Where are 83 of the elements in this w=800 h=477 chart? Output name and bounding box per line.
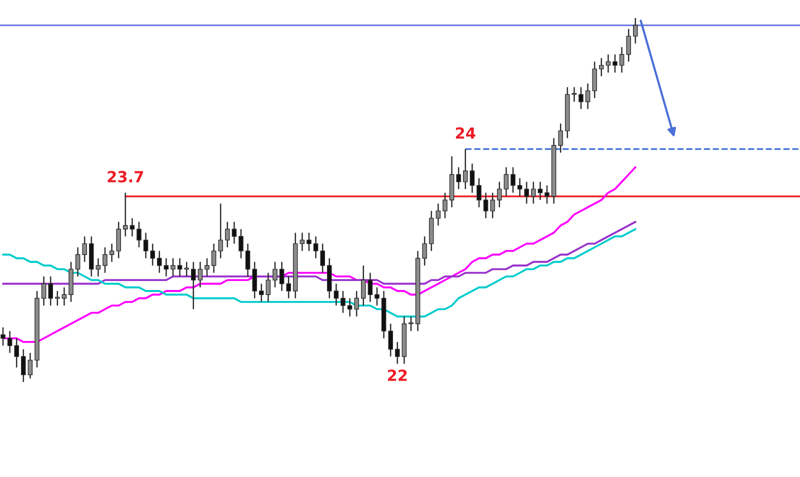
candlestick xyxy=(531,181,536,204)
candlestick xyxy=(164,258,169,278)
candlestick xyxy=(102,246,108,274)
candlestick xyxy=(374,286,380,306)
candlestick xyxy=(347,298,352,318)
candlestick xyxy=(354,290,359,318)
candlestick xyxy=(116,221,121,259)
candlestick xyxy=(259,283,264,303)
candlestick xyxy=(28,352,33,379)
candlestick xyxy=(510,166,516,194)
candlestick xyxy=(340,290,346,314)
candlestick xyxy=(572,86,577,102)
candlestick xyxy=(612,54,618,74)
candlestick xyxy=(82,236,87,263)
candlestick xyxy=(626,28,631,62)
candlestick xyxy=(483,192,488,219)
candlestick xyxy=(136,221,142,248)
annotation: 23.7 xyxy=(108,170,144,182)
candlestick xyxy=(157,250,162,274)
candlestick xyxy=(123,192,128,238)
candlestick xyxy=(7,330,12,354)
candlestick xyxy=(96,258,101,278)
candlestick xyxy=(619,46,624,74)
candlestick xyxy=(361,264,366,306)
candlestick xyxy=(191,261,196,310)
candlestick xyxy=(184,261,189,278)
candlestick xyxy=(463,148,468,190)
candlestick xyxy=(170,258,176,278)
candlestick xyxy=(150,243,155,266)
candlestick xyxy=(476,178,482,208)
candlestick xyxy=(272,261,278,288)
candlestick xyxy=(266,272,271,303)
candlestick xyxy=(470,162,475,194)
candlestick xyxy=(592,61,597,99)
candlestick xyxy=(130,218,135,238)
candlestick xyxy=(544,184,550,204)
candlestick xyxy=(286,276,291,299)
candlestick xyxy=(245,243,250,278)
candlestick xyxy=(300,232,305,252)
candlestick xyxy=(524,181,529,204)
candlestick xyxy=(238,228,244,259)
candlestick xyxy=(279,261,284,292)
candlestick xyxy=(599,57,604,77)
annotation: 22 xyxy=(388,370,407,381)
candlestick xyxy=(408,316,414,332)
candlestick xyxy=(395,341,400,364)
candlestick xyxy=(558,122,563,154)
candlestick xyxy=(21,348,26,383)
candlestick xyxy=(198,261,203,288)
candlestick xyxy=(109,243,114,263)
candlestick xyxy=(442,192,448,219)
candlestick xyxy=(436,203,441,226)
candlestick xyxy=(497,181,502,208)
candlestick xyxy=(368,272,373,303)
candlestick xyxy=(313,236,318,259)
candlestick xyxy=(456,166,461,190)
candlestick xyxy=(204,258,210,278)
candlestick xyxy=(75,246,80,278)
candlestick xyxy=(422,236,427,266)
candlestick xyxy=(218,203,223,259)
candlestick xyxy=(578,86,584,110)
candlestick xyxy=(14,338,19,368)
candlestick xyxy=(211,243,216,274)
candlestick xyxy=(55,290,60,306)
annotation: 24 xyxy=(456,127,476,139)
candlestick xyxy=(143,232,148,259)
candlestick xyxy=(334,283,339,306)
candlestick xyxy=(504,166,509,197)
candlestick xyxy=(490,192,495,219)
candlestick xyxy=(320,243,325,274)
candlestick xyxy=(633,17,638,44)
candlestick xyxy=(232,221,237,244)
candlestick xyxy=(48,276,53,306)
candlestick xyxy=(252,261,257,299)
candlestick xyxy=(517,178,522,197)
candlestick xyxy=(538,181,543,201)
candlestick xyxy=(0,326,6,346)
candlestick xyxy=(225,221,230,248)
candlestick xyxy=(306,232,312,252)
candlestick xyxy=(177,258,182,278)
candlestick xyxy=(585,82,590,110)
candlestick xyxy=(388,323,393,358)
candlestick xyxy=(41,276,46,306)
